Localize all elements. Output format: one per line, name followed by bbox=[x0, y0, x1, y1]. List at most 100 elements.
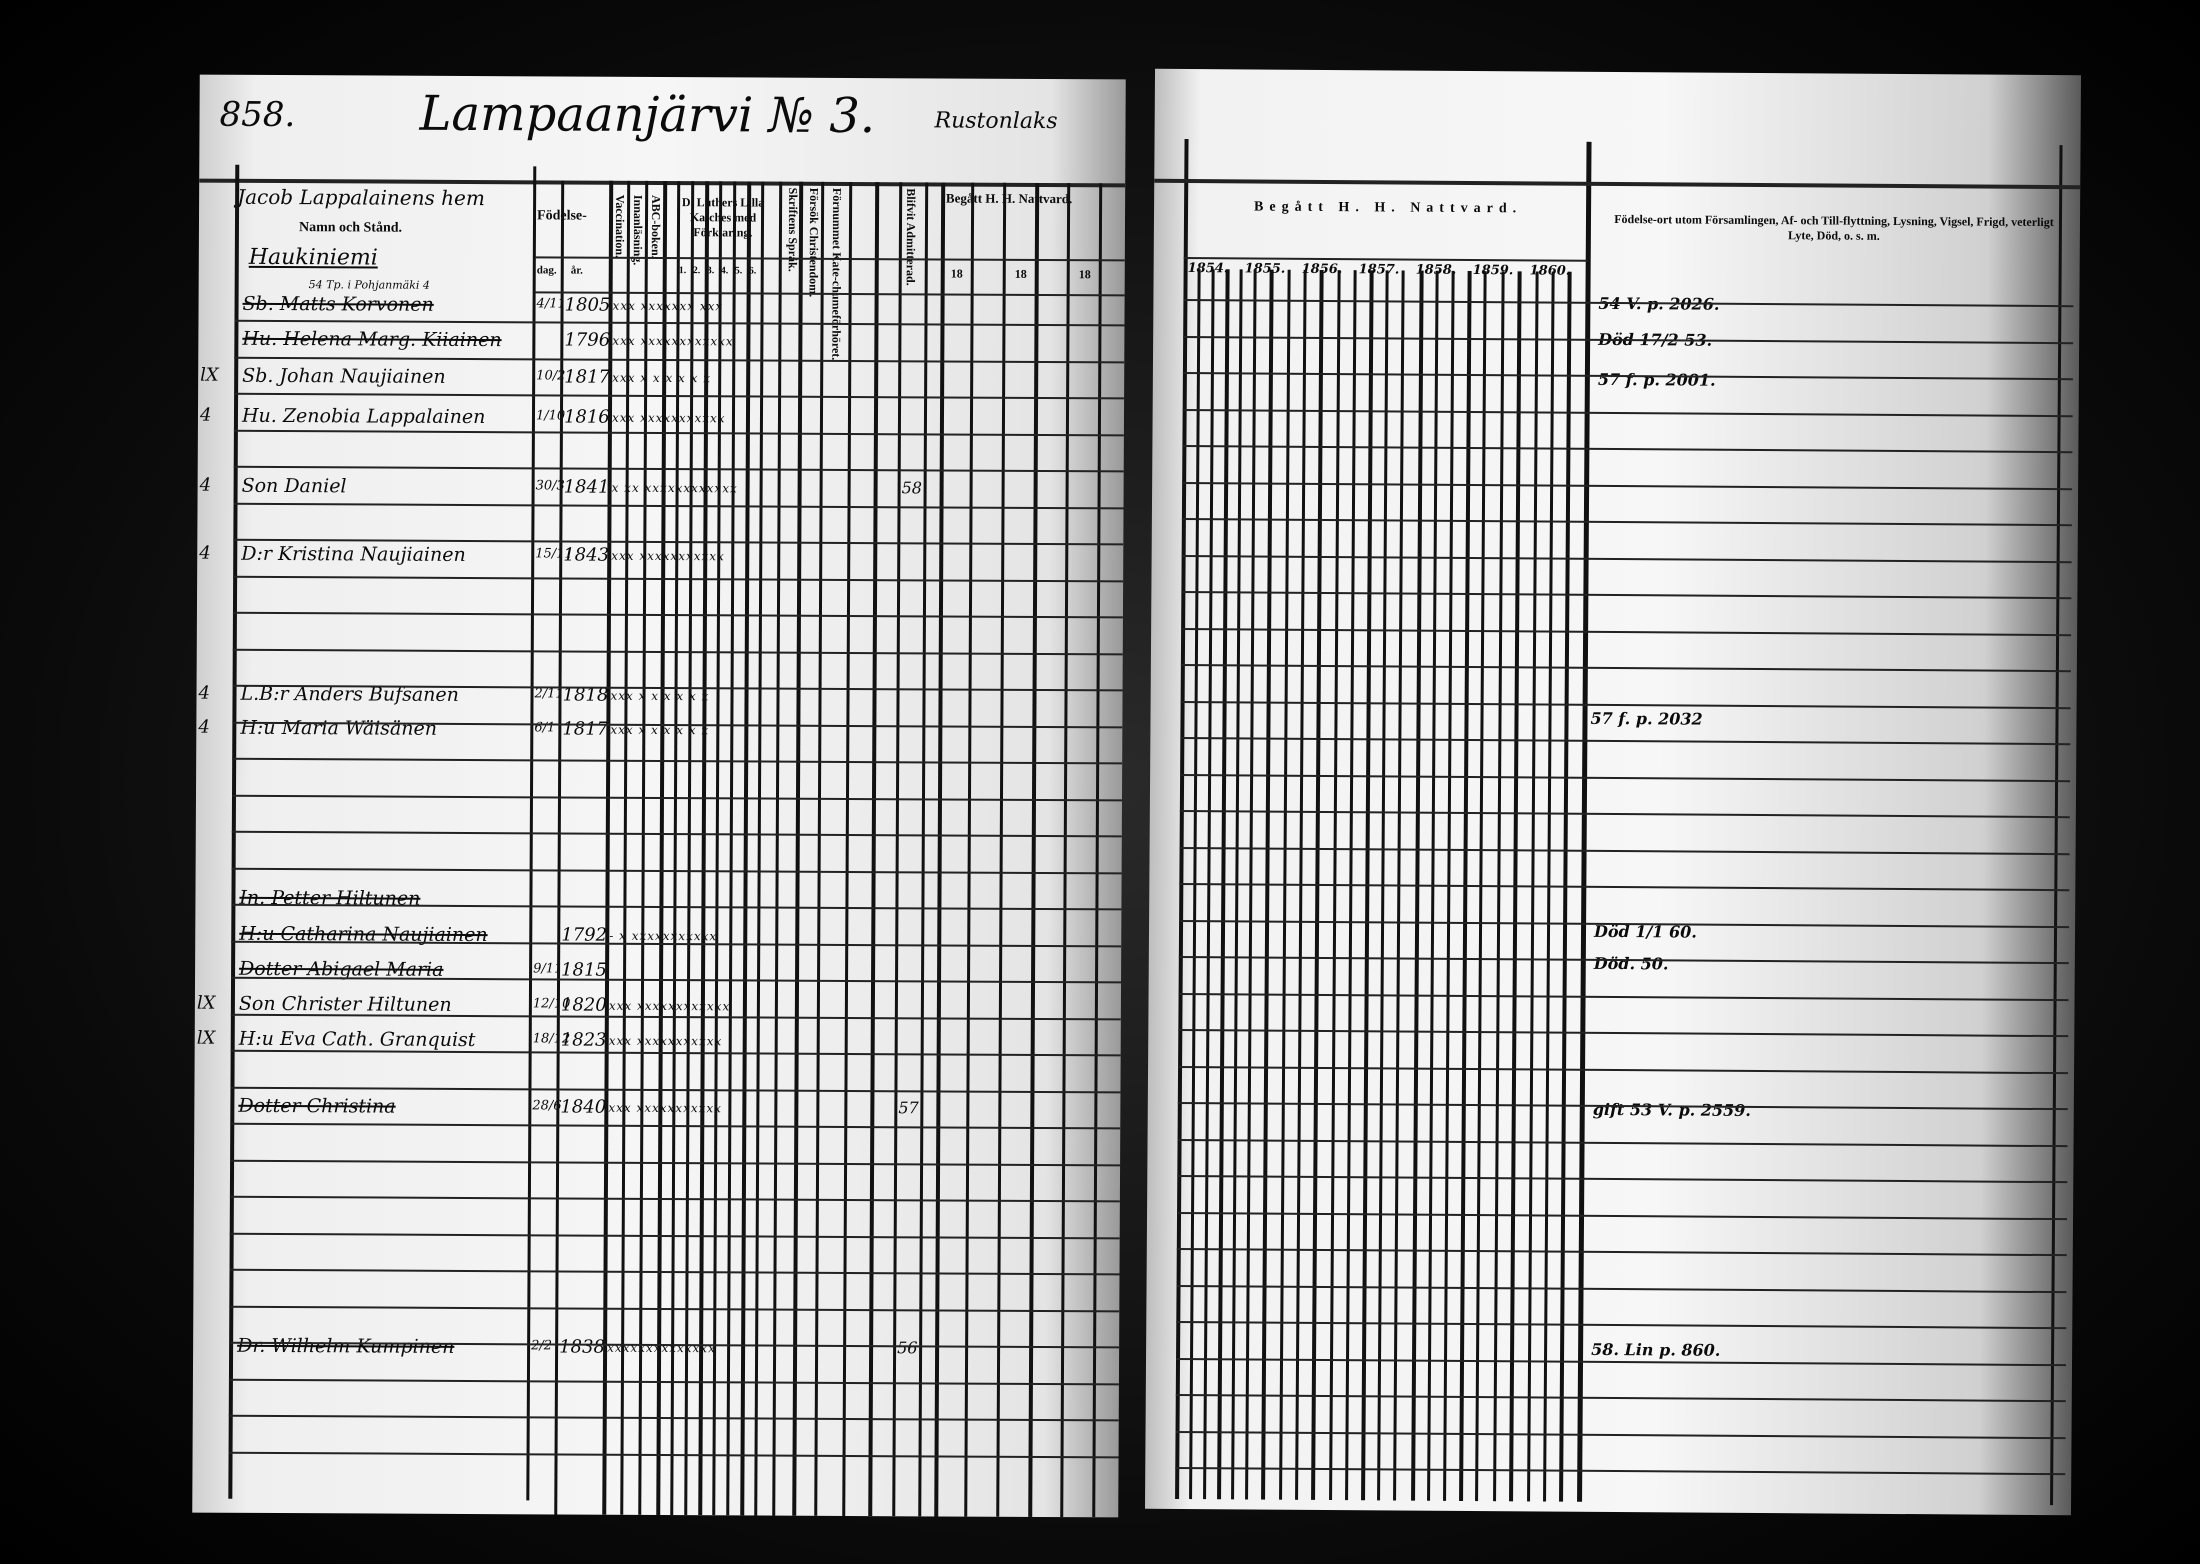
column-rule bbox=[868, 182, 880, 1517]
entry-progress-marks: xxx xxxxxxxxxxxx bbox=[608, 998, 731, 1014]
entry-row: Sb. Matts Korvonen 4/11 1805 xxx xxxxxxx xx… bbox=[200, 75, 1126, 316]
entry-birth-year: 1816 bbox=[563, 406, 610, 428]
entry-name: H:u Eva Cath. Granquist bbox=[238, 1027, 476, 1052]
village-note: 54 Tp. i Pohjanmäki 4 bbox=[308, 278, 430, 292]
entry-row: 4 L.B:r Anders Bufsanen 2/11 1818 xxx x x x … bbox=[198, 75, 1126, 706]
entry-mark: lX bbox=[200, 364, 219, 386]
entries-list: Sb. Matts Korvonen 4/11 1805 xxx xxxxxxx xx… bbox=[197, 75, 1126, 1358]
column-rule bbox=[754, 181, 765, 1516]
catechism-col-label: 5. bbox=[734, 265, 743, 277]
entry-row: Dr. Wilhelm Kumpinen 2/2 1838 xxxxxxxxxxxxx… bbox=[200, 75, 1126, 1358]
entry-name: Son Daniel bbox=[241, 474, 347, 498]
remark-entry: gift 53 V. p. 2559. bbox=[1592, 1099, 1751, 1120]
row-rule bbox=[1176, 1320, 2067, 1330]
column-rule bbox=[1092, 183, 1103, 1518]
remarks-list: 54 V. p. 2026.Död 17/2 53.57 f. p. 2001.… bbox=[1155, 69, 2081, 1360]
entry-name: D:r Kristina Naujiainen bbox=[241, 542, 466, 566]
entry-mark: 4 bbox=[199, 542, 211, 564]
row-rule bbox=[1182, 444, 2073, 454]
row-rule bbox=[1181, 590, 2072, 600]
row-rule bbox=[1177, 1174, 2068, 1184]
header-communion: Begått H. H. Nattvard. bbox=[945, 190, 1073, 207]
row-rule bbox=[1181, 627, 2072, 636]
entry-row: Dotter Abigael Maria 9/11 1815 bbox=[200, 75, 1126, 981]
column-rule bbox=[1060, 183, 1071, 1518]
entry-birth-year: 1820 bbox=[560, 994, 607, 1016]
communion-year-label: 18 bbox=[1014, 266, 1027, 281]
catechism-col-label: 4. bbox=[720, 265, 729, 277]
header-innanlasning: Innanläsning. bbox=[630, 194, 646, 266]
entry-birth-year: 1796 bbox=[564, 329, 611, 351]
row-rule bbox=[1179, 809, 2070, 819]
entry-admitted-year: 57 bbox=[898, 1098, 919, 1118]
row-rule bbox=[1176, 1247, 2067, 1257]
entry-row: Dotter Christina 28/6 1840 xxx xxxxxxxxxxx 5… bbox=[200, 75, 1126, 1118]
entry-birth-year: 1838 bbox=[559, 1336, 605, 1358]
communion-year-label: 18 bbox=[950, 266, 963, 281]
column-rule bbox=[964, 182, 975, 1517]
year-label: 1857. bbox=[1358, 262, 1400, 278]
entry-row: lX H:u Eva Cath. Granquist 18/12 1823 xxx xx… bbox=[197, 75, 1126, 1051]
entry-birth-year: 1823 bbox=[560, 1029, 607, 1051]
entry-birth-year: 1841 bbox=[563, 476, 610, 498]
header-christendom: Försök Christendom. bbox=[806, 187, 822, 298]
row-rule bbox=[1181, 517, 2072, 527]
page-edge-rule bbox=[2050, 145, 2063, 1506]
entry-mark: 4 bbox=[199, 404, 212, 426]
remark-entry: 58. Lin p. 860. bbox=[1591, 1339, 1721, 1360]
entry-birth-year: 1817 bbox=[564, 366, 611, 388]
entry-row: 4 Hu. Zenobia Lappalainen 1/10 1816 xxx xxxx… bbox=[200, 75, 1126, 428]
year-label: 1854. bbox=[1187, 261, 1229, 277]
entry-row: Hu. Helena Marg. Kiiainen 1796 xxx xxxxxxx… bbox=[200, 75, 1126, 351]
remarks-column-rule bbox=[1577, 141, 1592, 1502]
entry-birth-year: 1817 bbox=[562, 718, 609, 740]
column-rule bbox=[1175, 138, 1189, 1499]
column-rule bbox=[740, 181, 752, 1516]
entry-birth-year: 1843 bbox=[563, 544, 610, 566]
row-rule bbox=[1182, 408, 2073, 417]
right-page: Begått H. H. Nattvard. 1854.1855.1856.18… bbox=[1144, 68, 2082, 1516]
entry-progress-marks: xxx xxxxxxxxxxxx bbox=[612, 333, 734, 349]
row-rule bbox=[1177, 1138, 2068, 1147]
remark-entry: 57 f. p. 2032 bbox=[1590, 708, 1703, 729]
header-vaccination: Vaccination. bbox=[612, 194, 628, 259]
header-birth-day: dag. bbox=[536, 264, 557, 277]
entry-mark: 4 bbox=[199, 474, 212, 496]
entry-name: Sb. Matts Korvonen bbox=[242, 292, 434, 316]
entry-name: Hu. Helena Marg. Kiiainen bbox=[242, 327, 502, 352]
left-page: 858. Lampaanjärvi № 3. Rustonlaks Jacob … bbox=[192, 74, 1126, 1518]
header-rule bbox=[1154, 178, 2081, 190]
row-rule bbox=[1181, 554, 2072, 563]
entry-name: Sb. Johan Naujiainen bbox=[242, 364, 446, 388]
entry-name: Hu. Zenobia Lappalainen bbox=[241, 404, 486, 429]
column-rule bbox=[712, 181, 723, 1516]
entry-mark: 4 bbox=[198, 716, 210, 738]
row-rule bbox=[1175, 1466, 2066, 1476]
column-rule bbox=[996, 182, 1007, 1517]
year-label: 1859. bbox=[1472, 263, 1514, 279]
entry-mark: lX bbox=[196, 1027, 216, 1049]
catechism-columns: 1. 2. 3. 4. 5. 6. bbox=[200, 75, 1126, 276]
row-rule bbox=[1179, 846, 2070, 855]
entry-name: Son Christer Hiltunen bbox=[238, 992, 452, 1016]
column-rule bbox=[842, 181, 853, 1516]
entry-birth-day: 2/2 bbox=[531, 1338, 553, 1354]
row-rule bbox=[1180, 736, 2071, 746]
entry-admitted-year: 58 bbox=[901, 478, 923, 498]
row-rule bbox=[1177, 1211, 2068, 1220]
entry-mark: lX bbox=[196, 992, 216, 1014]
entry-birth-year: 1805 bbox=[564, 294, 611, 316]
column-rule bbox=[726, 181, 737, 1516]
column-rule bbox=[1028, 182, 1040, 1517]
row-rule bbox=[1175, 1430, 2066, 1439]
header-birth-year: år. bbox=[570, 264, 583, 277]
column-rule bbox=[892, 182, 903, 1517]
entry-birth-year: 1840 bbox=[560, 1096, 607, 1118]
column-rule bbox=[814, 181, 825, 1516]
entry-row: lX Son Christer Hiltunen 12/10 1820 xxx xxxx… bbox=[197, 75, 1126, 1016]
entry-row: lX Sb. Johan Naujiainen 10/2 1817 xxx x x x … bbox=[200, 75, 1126, 388]
row-rule bbox=[1178, 1028, 2069, 1038]
title-note: Rustonlaks bbox=[934, 108, 1058, 135]
